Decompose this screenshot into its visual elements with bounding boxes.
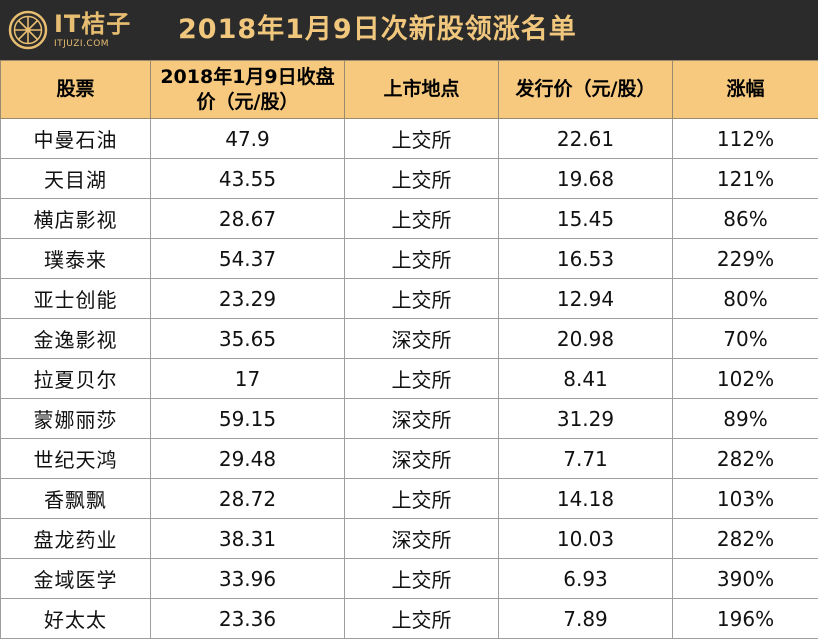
header-issue-price: 发行价（元/股）: [498, 60, 673, 119]
stock-name-cell: 世纪天鸿: [0, 438, 151, 479]
gain-cell: 121%: [672, 158, 818, 199]
close-price-cell: 33.96: [150, 558, 345, 599]
gain-cell: 86%: [672, 198, 818, 239]
exchange-cell: 上交所: [344, 278, 499, 319]
close-price-cell: 17: [150, 358, 345, 399]
exchange-cell: 上交所: [344, 198, 499, 239]
issue-price-cell: 19.68: [498, 158, 673, 199]
stock-name-cell: 蒙娜丽莎: [0, 398, 151, 439]
stock-name-cell: 拉夏贝尔: [0, 358, 151, 399]
exchange-cell: 深交所: [344, 398, 499, 439]
stock-name-cell: 好太太: [0, 598, 151, 639]
close-price-cell: 59.15: [150, 398, 345, 439]
stock-name-cell: 香飘飘: [0, 478, 151, 519]
gain-cell: 282%: [672, 438, 818, 479]
gain-cell: 390%: [672, 558, 818, 599]
table-row: 亚士创能 23.29 上交所 12.94 80%: [0, 278, 818, 319]
title-banner: IT桔子 ITJUZI.COM 2018年1月9日次新股领涨名单: [0, 0, 818, 60]
issue-price-cell: 15.45: [498, 198, 673, 239]
gain-cell: 102%: [672, 358, 818, 399]
stock-name-cell: 中曼石油: [0, 118, 151, 159]
issue-price-cell: 14.18: [498, 478, 673, 519]
stock-name-cell: 金域医学: [0, 558, 151, 599]
header-close-price: 2018年1月9日收盘 价（元/股）: [150, 60, 345, 119]
brand-logo: IT桔子 ITJUZI.COM: [8, 6, 131, 54]
table-row: 拉夏贝尔 17 上交所 8.41 102%: [0, 358, 818, 399]
gain-cell: 229%: [672, 238, 818, 279]
issue-price-cell: 31.29: [498, 398, 673, 439]
close-price-cell: 35.65: [150, 318, 345, 359]
issue-price-cell: 7.71: [498, 438, 673, 479]
close-price-cell: 38.31: [150, 518, 345, 559]
exchange-cell: 上交所: [344, 598, 499, 639]
gain-cell: 70%: [672, 318, 818, 359]
close-price-cell: 29.48: [150, 438, 345, 479]
header-stock: 股票: [0, 60, 151, 119]
gain-cell: 103%: [672, 478, 818, 519]
issue-price-cell: 12.94: [498, 278, 673, 319]
logo-wordmark: IT桔子: [54, 9, 132, 38]
header-close-price-line2: 价（元/股）: [196, 90, 299, 113]
stock-name-cell: 亚士创能: [0, 278, 151, 319]
issue-price-cell: 6.93: [498, 558, 673, 599]
issue-price-cell: 22.61: [498, 118, 673, 159]
header-exchange: 上市地点: [344, 60, 499, 119]
close-price-cell: 47.9: [150, 118, 345, 159]
stock-name-cell: 金逸影视: [0, 318, 151, 359]
gain-cell: 80%: [672, 278, 818, 319]
close-price-cell: 54.37: [150, 238, 345, 279]
exchange-cell: 上交所: [344, 238, 499, 279]
gain-cell: 196%: [672, 598, 818, 639]
exchange-cell: 上交所: [344, 478, 499, 519]
table-row: 天目湖 43.55 上交所 19.68 121%: [0, 158, 818, 199]
issue-price-cell: 10.03: [498, 518, 673, 559]
close-price-cell: 28.72: [150, 478, 345, 519]
exchange-cell: 上交所: [344, 358, 499, 399]
gain-cell: 282%: [672, 518, 818, 559]
table-header-row: 股票 2018年1月9日收盘 价（元/股） 上市地点 发行价（元/股） 涨幅: [0, 60, 818, 119]
issue-price-cell: 20.98: [498, 318, 673, 359]
table-row: 璞泰来 54.37 上交所 16.53 229%: [0, 238, 818, 279]
gain-cell: 112%: [672, 118, 818, 159]
close-price-cell: 23.29: [150, 278, 345, 319]
logo-domain: ITJUZI.COM: [54, 38, 110, 49]
page-title: 2018年1月9日次新股领涨名单: [178, 14, 577, 45]
exchange-cell: 深交所: [344, 318, 499, 359]
table-row: 好太太 23.36 上交所 7.89 196%: [0, 598, 818, 639]
issue-price-cell: 16.53: [498, 238, 673, 279]
table-row: 横店影视 28.67 上交所 15.45 86%: [0, 198, 818, 239]
table-row: 金域医学 33.96 上交所 6.93 390%: [0, 558, 818, 599]
close-price-cell: 43.55: [150, 158, 345, 199]
header-gain: 涨幅: [672, 60, 818, 119]
stock-name-cell: 璞泰来: [0, 238, 151, 279]
table-row: 金逸影视 35.65 深交所 20.98 70%: [0, 318, 818, 359]
exchange-cell: 深交所: [344, 438, 499, 479]
stock-name-cell: 横店影视: [0, 198, 151, 239]
orange-slice-icon: [8, 10, 48, 50]
exchange-cell: 上交所: [344, 118, 499, 159]
issue-price-cell: 7.89: [498, 598, 673, 639]
exchange-cell: 深交所: [344, 518, 499, 559]
table-row: 蒙娜丽莎 59.15 深交所 31.29 89%: [0, 398, 818, 439]
stock-name-cell: 天目湖: [0, 158, 151, 199]
issue-price-cell: 8.41: [498, 358, 673, 399]
header-close-price-line1: 2018年1月9日收盘: [160, 65, 335, 88]
close-price-cell: 23.36: [150, 598, 345, 639]
gain-cell: 89%: [672, 398, 818, 439]
table-row: 中曼石油 47.9 上交所 22.61 112%: [0, 118, 818, 159]
exchange-cell: 上交所: [344, 558, 499, 599]
stock-table: 股票 2018年1月9日收盘 价（元/股） 上市地点 发行价（元/股） 涨幅 中…: [0, 60, 818, 639]
exchange-cell: 上交所: [344, 158, 499, 199]
table-row: 香飘飘 28.72 上交所 14.18 103%: [0, 478, 818, 519]
stock-name-cell: 盘龙药业: [0, 518, 151, 559]
table-row: 世纪天鸿 29.48 深交所 7.71 282%: [0, 438, 818, 479]
close-price-cell: 28.67: [150, 198, 345, 239]
table-row: 盘龙药业 38.31 深交所 10.03 282%: [0, 518, 818, 559]
